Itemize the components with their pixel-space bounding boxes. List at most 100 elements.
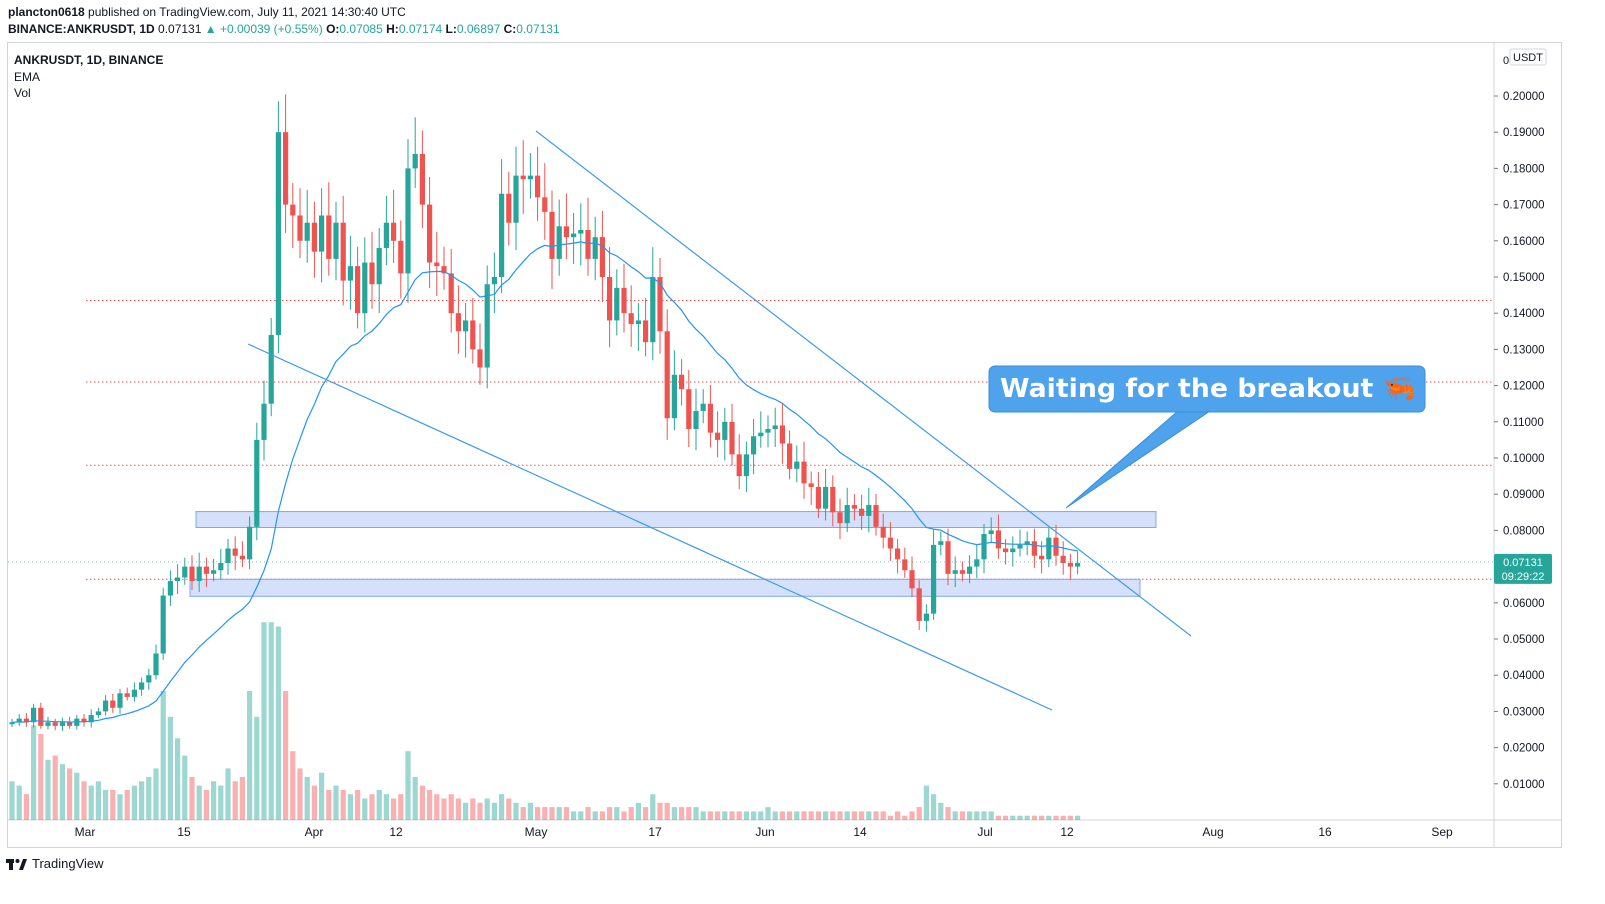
- volume-bar: [895, 811, 901, 820]
- volume-bar: [232, 781, 238, 820]
- candle-body: [88, 715, 94, 723]
- candle-body: [873, 505, 879, 527]
- candle-body: [938, 541, 944, 545]
- candle-body: [448, 273, 454, 314]
- candle-body: [160, 595, 166, 654]
- candle-body: [398, 240, 404, 274]
- candle-body: [297, 215, 303, 241]
- volume-bar: [319, 772, 325, 820]
- callout-pointer: [1065, 410, 1212, 509]
- current-price-badge: [1494, 553, 1552, 584]
- price-tick-label: 0.17000: [1503, 200, 1545, 212]
- candle-body: [347, 266, 353, 281]
- candle-body: [736, 454, 742, 477]
- candle-body: [643, 320, 649, 343]
- footer-brand[interactable]: TradingView: [32, 856, 104, 871]
- candle-body: [787, 443, 793, 469]
- volume-bar: [103, 789, 109, 820]
- volume-bar: [419, 785, 425, 820]
- candle-body: [254, 439, 260, 527]
- volume-bar: [679, 807, 685, 820]
- candle-body: [679, 374, 685, 390]
- price-tick-label: 0.15000: [1503, 272, 1545, 284]
- volume-bar: [412, 777, 418, 820]
- lower-trendline: [247, 343, 1053, 711]
- currency-label: USDT: [1513, 52, 1543, 64]
- volume-bar: [743, 811, 749, 820]
- volume-bar: [923, 785, 929, 820]
- candle-body: [196, 566, 202, 582]
- volume-bar: [981, 811, 987, 820]
- candle-body: [715, 432, 721, 440]
- volume-bar: [808, 811, 814, 820]
- volume-bar: [722, 811, 728, 820]
- time-tick-label: 16: [1318, 825, 1332, 839]
- volume-bar: [470, 798, 476, 820]
- volume-bar: [463, 802, 469, 820]
- candle-body: [434, 262, 440, 267]
- volume-bar: [499, 794, 505, 820]
- candle-body: [355, 266, 361, 314]
- volume-bar: [938, 802, 944, 820]
- volume-bar: [815, 811, 821, 820]
- candle-body: [952, 570, 958, 574]
- candle-body: [290, 204, 296, 216]
- volume-bar: [635, 802, 641, 820]
- last-price: 0.07131: [158, 22, 202, 36]
- candle-body: [722, 421, 728, 440]
- price-tick-label: 0.05000: [1503, 634, 1545, 646]
- current-price-label: 0.07131: [1503, 557, 1543, 569]
- volume-bar: [247, 691, 253, 820]
- candle-body: [765, 429, 771, 433]
- time-tick-label: Mar: [75, 825, 96, 839]
- chart-legend: ANKRUSDT, 1D, BINANCE EMA Vol: [14, 52, 163, 102]
- candle-body: [427, 204, 433, 263]
- candle-body: [391, 222, 397, 241]
- candle-body: [441, 266, 447, 274]
- volume-bar: [686, 807, 692, 820]
- candle-body: [405, 168, 411, 274]
- price-tick-label: 0.12000: [1503, 381, 1545, 393]
- price-tick-label: 0.18000: [1503, 163, 1545, 175]
- volume-bar: [38, 734, 44, 820]
- time-tick-label: May: [525, 825, 548, 839]
- volume-bar: [823, 811, 829, 820]
- volume-bar: [333, 785, 339, 820]
- volume-bar: [131, 785, 137, 820]
- volume-bar: [434, 794, 440, 820]
- volume-bar: [441, 798, 447, 820]
- candle-body: [175, 577, 181, 582]
- candle-body: [751, 436, 757, 455]
- callout-text: Waiting for the breakout 🦐: [1000, 374, 1416, 404]
- volume-bar: [765, 807, 771, 820]
- volume-bar: [31, 725, 37, 820]
- candle-body: [117, 693, 123, 708]
- upper-zone: [195, 511, 1157, 529]
- candle-body: [376, 248, 382, 285]
- legend-vol[interactable]: Vol: [14, 86, 31, 100]
- candle-body: [837, 512, 843, 524]
- upper-trendline: [535, 130, 1192, 637]
- legend-ema[interactable]: EMA: [14, 69, 41, 84]
- candle-body: [463, 320, 469, 332]
- price-tick-label: 0.04000: [1503, 670, 1545, 682]
- volume-bar: [254, 716, 260, 820]
- volume-bar: [391, 798, 397, 820]
- candle-body: [887, 537, 893, 549]
- volume-bar: [945, 807, 951, 820]
- candle-body: [520, 175, 526, 180]
- volume-bar: [211, 781, 217, 820]
- candle-body: [794, 461, 800, 469]
- author-name[interactable]: plancton0618: [8, 5, 85, 19]
- volume-bar: [477, 802, 483, 820]
- volume-bar: [484, 798, 490, 820]
- volume-bar: [448, 794, 454, 820]
- candle-body: [657, 277, 663, 332]
- volume-bar: [283, 691, 289, 820]
- volume-bar: [225, 768, 231, 820]
- volume-bar: [268, 622, 274, 820]
- price-tick-label: 0.16000: [1503, 236, 1545, 248]
- candle-body: [419, 153, 425, 205]
- candle-body: [103, 700, 109, 712]
